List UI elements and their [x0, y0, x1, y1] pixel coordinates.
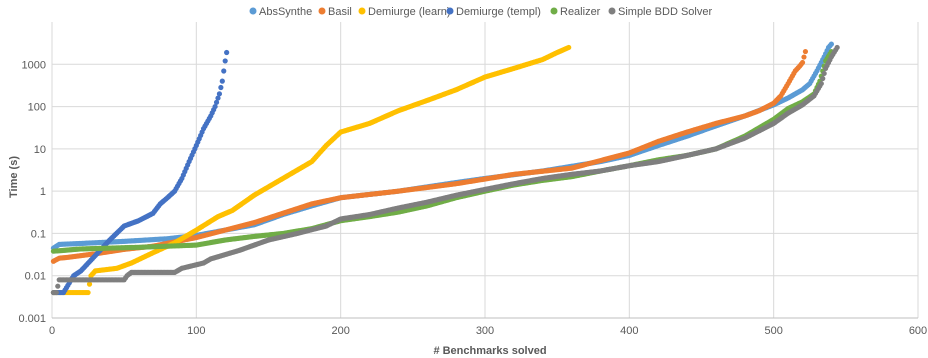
data-point [801, 54, 807, 60]
legend-marker-demiurge-learn [358, 7, 366, 15]
y-tick-label: 0.1 [31, 228, 46, 240]
data-point [85, 289, 91, 296]
data-point [834, 44, 840, 51]
data-point [219, 78, 225, 84]
x-tick-label: 600 [909, 325, 927, 337]
data-point [216, 91, 223, 97]
legend-label-simple-bdd-solver: Simple BDD Solver [618, 6, 712, 18]
data-point [818, 80, 824, 87]
legend-label-abssynthe: AbsSynthe [259, 6, 312, 18]
data-point [828, 41, 835, 47]
data-point [212, 103, 218, 110]
data-point [55, 283, 61, 289]
data-point [53, 289, 59, 296]
data-point [221, 68, 227, 74]
data-point [218, 84, 224, 91]
data-point [222, 58, 228, 64]
x-tick-label: 0 [49, 325, 55, 337]
legend-marker-realizer [550, 7, 558, 15]
legend-entry-simple-bdd-solver: Simple BDD Solver [608, 6, 712, 18]
legend-entry-basil: Basil [318, 6, 352, 18]
legend-entry-demiurge-templ: Demiurge (templ) [446, 6, 541, 18]
y-tick-label: 0.001 [18, 313, 46, 325]
data-point [213, 99, 220, 105]
series-5 [50, 44, 840, 296]
y-tick-label: 100 [28, 102, 46, 114]
series-2 [50, 44, 572, 296]
x-tick-label: 200 [331, 325, 349, 337]
axes: 0.001 0.01 0.1 1 10 100 1000 0 100 200 300 400 500 60… [18, 59, 927, 337]
x-tick-label: 300 [476, 325, 494, 337]
y-axis-title: Time (s) [8, 156, 20, 198]
legend-marker-simple-bdd-solver [608, 7, 616, 15]
legend-label-basil: Basil [328, 6, 352, 18]
legend-label-realizer: Realizer [560, 6, 601, 18]
data-point [799, 59, 806, 66]
y-tick-label: 10 [34, 144, 46, 156]
data-point [224, 49, 230, 56]
legend-entry-demiurge-learn: Demiurge (learn) [358, 6, 451, 18]
y-tick-label: 0.01 [25, 271, 46, 283]
legend-entry-realizer: Realizer [550, 6, 601, 18]
legend: AbsSynthe Basil Demiurge (learn) Demiurg… [249, 6, 712, 18]
data-point [86, 281, 93, 287]
data-point [566, 44, 572, 51]
x-tick-label: 400 [620, 325, 638, 337]
y-tick-label: 1000 [22, 59, 46, 71]
x-tick-label: 100 [187, 325, 205, 337]
data-point [215, 95, 221, 101]
x-axis-title: # Benchmarks solved [433, 345, 546, 357]
legend-marker-abssynthe [249, 7, 257, 15]
legend-marker-basil [318, 7, 326, 15]
gridlines [51, 22, 919, 319]
legend-label-demiurge-learn: Demiurge (learn) [368, 6, 451, 18]
data-point [820, 75, 826, 82]
data-point [821, 70, 827, 77]
series-1 [50, 48, 809, 264]
legend-marker-demiurge-templ [446, 7, 454, 15]
y-tick-label: 1 [40, 186, 46, 198]
legend-entry-abssynthe: AbsSynthe [249, 6, 312, 18]
plot-points [50, 41, 840, 296]
legend-label-demiurge-templ: Demiurge (templ) [456, 6, 541, 18]
data-point [802, 48, 809, 55]
series-3 [50, 49, 230, 296]
x-tick-label: 500 [764, 325, 782, 337]
